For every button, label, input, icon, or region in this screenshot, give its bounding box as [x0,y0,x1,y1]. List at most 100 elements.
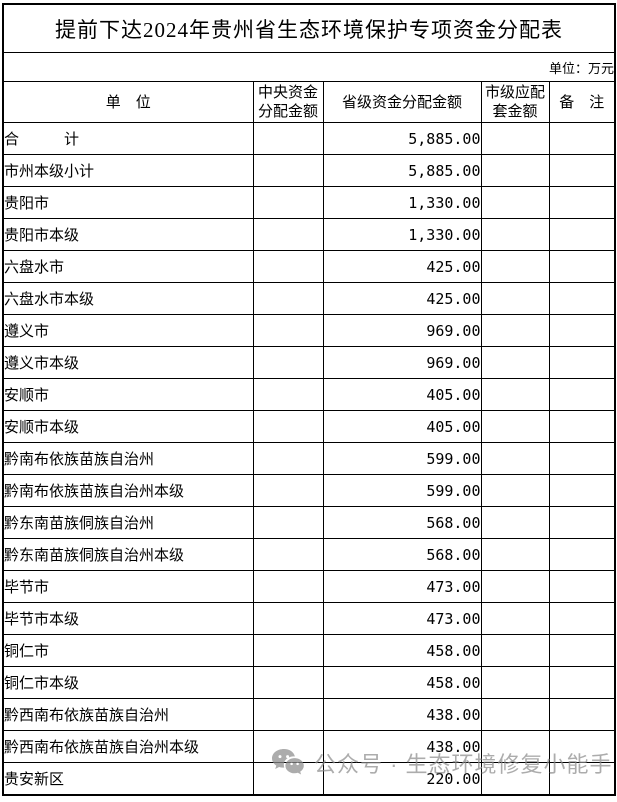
unit-cell: 安顺市 [2,378,254,411]
remark-cell [548,538,616,571]
provincial-fund-cell: 599.00 [322,474,482,507]
city-match-fund-cell [480,538,550,571]
table-row: 遵义市本级 969.00 [2,346,616,379]
city-match-fund-cell [480,602,550,635]
central-fund-cell [252,698,324,731]
provincial-fund-cell: 5,885.00 [322,154,482,187]
unit-cell: 黔东南苗族侗族自治州本级 [2,538,254,571]
city-match-fund-cell [480,250,550,283]
city-match-fund-cell [480,762,550,796]
table-row: 毕节市 473.00 [2,570,616,603]
page-title: 提前下达2024年贵州省生态环境保护专项资金分配表 [2,3,616,53]
unit-cell: 铜仁市 [2,634,254,667]
remark-cell [548,762,616,796]
table-row: 合 计 5,885.00 [2,122,616,155]
provincial-fund-cell: 5,885.00 [322,122,482,155]
central-fund-cell [252,442,324,475]
unit-cell: 毕节市 [2,570,254,603]
central-fund-cell [252,602,324,635]
table-row: 遵义市 969.00 [2,314,616,347]
central-fund-cell [252,410,324,443]
unit-cell: 遵义市本级 [2,346,254,379]
city-match-fund-cell [480,410,550,443]
unit-cell: 铜仁市本级 [2,666,254,699]
central-fund-cell [252,314,324,347]
remark-cell [548,122,616,155]
unit-cell: 黔南布依族苗族自治州 [2,442,254,475]
remark-cell [548,250,616,283]
city-match-fund-cell [480,442,550,475]
city-match-fund-cell [480,218,550,251]
table-row: 黔西南布依族苗族自治州 438.00 [2,698,616,731]
central-fund-cell [252,154,324,187]
provincial-fund-cell: 405.00 [322,410,482,443]
table-row: 安顺市 405.00 [2,378,616,411]
unit-cell: 市州本级小计 [2,154,254,187]
header-row: 单 位 中央资金分配金额 省级资金分配金额 市级应配套金额 备 注 [2,81,616,123]
remark-cell [548,570,616,603]
provincial-fund-cell: 458.00 [322,634,482,667]
provincial-fund-cell: 568.00 [322,538,482,571]
central-fund-cell [252,538,324,571]
city-match-fund-cell [480,570,550,603]
provincial-fund-cell: 425.00 [322,282,482,315]
allocation-table: 提前下达2024年贵州省生态环境保护专项资金分配表 单位：万元 单 位 中央资金… [2,3,616,796]
col-header-unit: 单 位 [2,81,254,123]
city-match-fund-cell [480,474,550,507]
provincial-fund-cell: 438.00 [322,730,482,763]
table-row: 黔东南苗族侗族自治州 568.00 [2,506,616,539]
table-row: 贵阳市本级 1,330.00 [2,218,616,251]
remark-cell [548,602,616,635]
provincial-fund-cell: 458.00 [322,666,482,699]
unit-note: 单位：万元 [2,52,616,82]
unit-cell: 黔西南布依族苗族自治州本级 [2,730,254,763]
central-fund-cell [252,762,324,796]
remark-cell [548,314,616,347]
table-row: 市州本级小计 5,885.00 [2,154,616,187]
central-fund-cell [252,122,324,155]
unit-cell: 安顺市本级 [2,410,254,443]
table-row: 六盘水市 425.00 [2,250,616,283]
remark-cell [548,698,616,731]
central-fund-cell [252,730,324,763]
provincial-fund-cell: 969.00 [322,346,482,379]
remark-cell [548,346,616,379]
title-row: 提前下达2024年贵州省生态环境保护专项资金分配表 [2,3,616,53]
provincial-fund-cell: 405.00 [322,378,482,411]
remark-cell [548,186,616,219]
table-row: 安顺市本级 405.00 [2,410,616,443]
table-row: 黔西南布依族苗族自治州本级 438.00 [2,730,616,763]
table-row: 铜仁市 458.00 [2,634,616,667]
city-match-fund-cell [480,154,550,187]
table-row: 黔南布依族苗族自治州 599.00 [2,442,616,475]
remark-cell [548,410,616,443]
unit-cell: 遵义市 [2,314,254,347]
table-row: 黔南布依族苗族自治州本级 599.00 [2,474,616,507]
remark-cell [548,666,616,699]
table-row: 毕节市本级 473.00 [2,602,616,635]
table-row: 贵阳市 1,330.00 [2,186,616,219]
central-fund-cell [252,218,324,251]
central-fund-cell [252,250,324,283]
city-match-fund-cell [480,698,550,731]
unit-cell: 贵安新区 [2,762,254,796]
unit-cell: 毕节市本级 [2,602,254,635]
city-match-fund-cell [480,730,550,763]
remark-cell [548,378,616,411]
remark-cell [548,218,616,251]
city-match-fund-cell [480,666,550,699]
provincial-fund-cell: 568.00 [322,506,482,539]
city-match-fund-cell [480,346,550,379]
central-fund-cell [252,474,324,507]
provincial-fund-cell: 1,330.00 [322,218,482,251]
city-match-fund-cell [480,314,550,347]
unit-cell: 黔东南苗族侗族自治州 [2,506,254,539]
col-header-remark: 备 注 [548,81,616,123]
provincial-fund-cell: 969.00 [322,314,482,347]
table-row: 铜仁市本级 458.00 [2,666,616,699]
provincial-fund-cell: 220.00 [322,762,482,796]
central-fund-cell [252,282,324,315]
remark-cell [548,442,616,475]
remark-cell [548,474,616,507]
